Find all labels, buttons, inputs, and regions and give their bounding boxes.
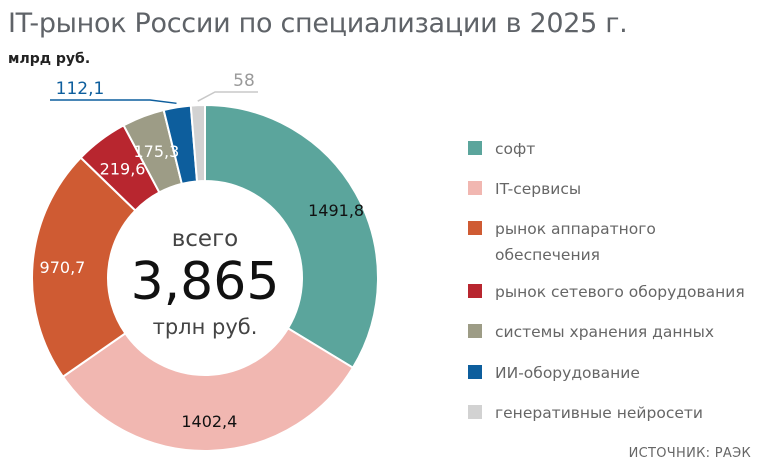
legend-swatch (468, 365, 482, 379)
legend-swatch (468, 284, 482, 298)
legend-swatch (468, 221, 482, 235)
slice-3 (31, 156, 137, 379)
data-label-4: 219,6 (100, 160, 146, 179)
source-note: ИСТОЧНИК: РАЭК (628, 446, 751, 461)
legend-swatch (468, 181, 482, 195)
legend-label: IT-сервисы (495, 180, 582, 198)
data-label-6: 112,1 (56, 79, 105, 99)
legend-swatch (468, 141, 482, 155)
data-label-1: 1491,8 (308, 201, 364, 220)
legend-swatch (468, 324, 482, 338)
legend-label: рынок сетевого оборудования (495, 283, 745, 301)
legend-label: рынок аппаратного обеспечения (495, 220, 656, 264)
legend-label: генеративные нейросети (495, 404, 703, 422)
legend-label: ИИ-оборудование (495, 364, 640, 382)
data-label-5: 175,3 (133, 142, 179, 161)
data-label-2: 1402,4 (181, 412, 237, 431)
unit-label: млрд руб. (8, 51, 91, 67)
slice-1 (204, 103, 379, 370)
slice-2 (61, 326, 355, 452)
legend-label: системы хранения данных (495, 323, 715, 341)
slices-group (31, 103, 379, 452)
center-total: всего 3,865 трлн руб. (131, 226, 280, 339)
chart-title: IT-рынок России по специализации в 2025 … (8, 8, 628, 39)
center-line-top: всего (172, 226, 239, 252)
center-total-value: 3,865 (131, 252, 280, 312)
center-line-bottom: трлн руб. (153, 315, 258, 339)
leader-line-6 (50, 99, 177, 105)
legend-label: софт (495, 140, 536, 158)
leader-line-7 (197, 91, 258, 102)
legend-swatch (468, 405, 482, 419)
data-label-3: 970,7 (40, 258, 86, 277)
slice-7 (189, 103, 206, 183)
data-label-7: 58 (233, 71, 255, 91)
